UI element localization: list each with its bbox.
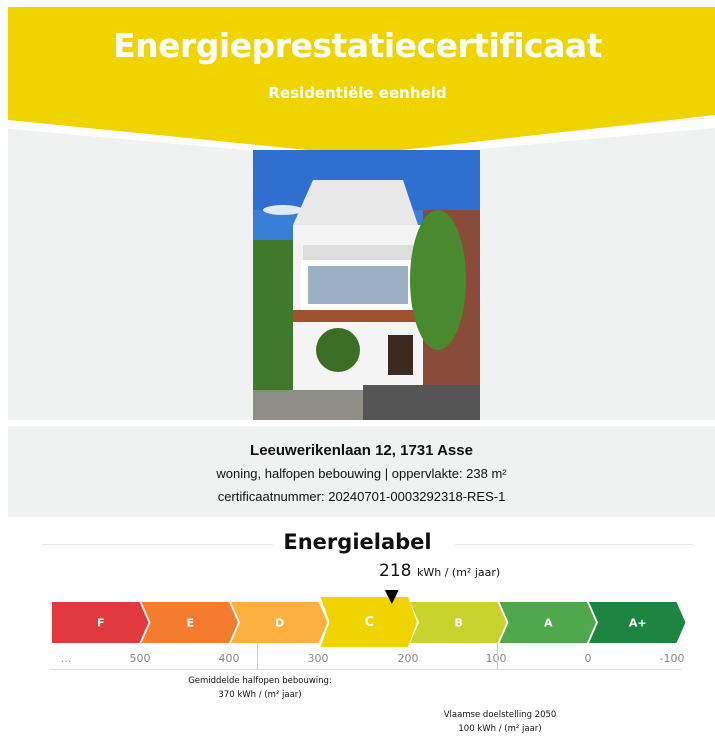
target-marker-line	[497, 643, 498, 670]
scale-tick: 500	[129, 652, 151, 665]
target-note: Vlaamse doelstelling 2050 100 kWh / (m² …	[430, 708, 570, 736]
energy-class-e	[141, 602, 238, 643]
page-title: Energieprestatiecertificaat	[113, 26, 602, 65]
energy-class-b	[410, 602, 507, 643]
page-subtitle: Residentiële eenheid	[268, 84, 447, 102]
energy-value: 218	[379, 561, 412, 581]
average-note: Gemiddelde halfopen bebouwing: 370 kWh /…	[180, 674, 340, 702]
current-value-marker	[384, 590, 399, 604]
divider	[455, 544, 693, 545]
divider	[42, 544, 292, 545]
header-banner	[0, 7, 715, 160]
scale-tick: 0	[584, 652, 592, 665]
scale-tick: -100	[659, 652, 685, 665]
average-note-value: 370 kWh / (m² jaar)	[218, 690, 302, 700]
property-info: Leeuwerikenlaan 12, 1731 Asse woning, ha…	[8, 426, 715, 517]
energy-class-f	[52, 602, 149, 643]
scale-axis	[50, 669, 682, 670]
energy-class-label: F	[97, 617, 105, 630]
energy-class-label: A	[544, 617, 553, 630]
energy-scale-bars: F E D C B A A+	[52, 590, 686, 647]
energy-label-heading: Energielabel	[0, 530, 715, 554]
target-note-value: 100 kWh / (m² jaar)	[458, 724, 542, 734]
energy-class-label: A+	[629, 617, 647, 630]
energy-class-c	[320, 597, 417, 647]
energy-unit: kWh / (m² jaar)	[417, 566, 501, 579]
scale-tick: 100	[485, 652, 507, 665]
scale-tick: 300	[307, 652, 329, 665]
energy-class-a	[499, 602, 596, 643]
scale-tick: 200	[397, 652, 419, 665]
scale-tick: 400	[218, 652, 240, 665]
average-note-title: Gemiddelde halfopen bebouwing:	[188, 676, 332, 686]
scale-tick: ...	[60, 652, 72, 665]
energy-class-label: D	[275, 617, 284, 630]
target-note-title: Vlaamse doelstelling 2050	[443, 710, 557, 720]
average-marker-line	[257, 643, 258, 670]
energy-class-d	[231, 602, 328, 643]
energy-class-label: E	[186, 617, 194, 630]
property-description: woning, halfopen bebouwing | oppervlakte…	[216, 466, 507, 481]
certificate-number: certificaatnummer: 20240701-0003292318-R…	[217, 489, 506, 504]
energy-class-label: B	[455, 617, 463, 630]
energy-label-heading-text: Energielabel	[273, 530, 442, 554]
energy-class-label: C	[364, 615, 374, 630]
energy-class-aplus	[589, 602, 686, 643]
address: Leeuwerikenlaan 12, 1731 Asse	[250, 442, 473, 459]
house-photo	[253, 150, 480, 420]
